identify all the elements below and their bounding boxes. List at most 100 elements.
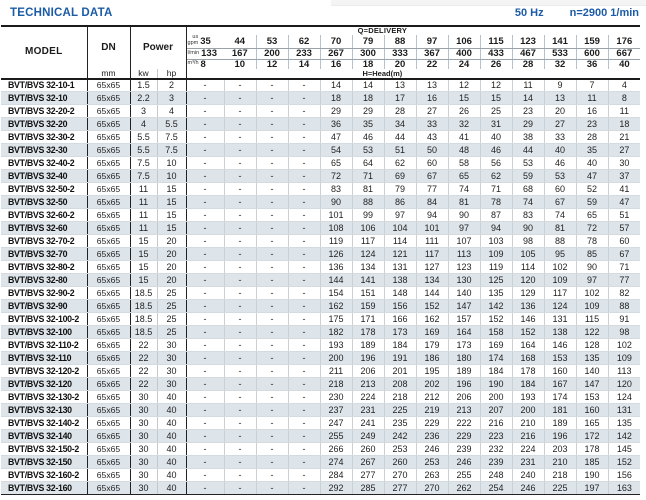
unit-label-line: m³/h bbox=[187, 60, 199, 67]
kw-cell: 11 bbox=[130, 208, 158, 222]
head-value-cell: 128 bbox=[575, 338, 609, 352]
head-value-cell: 103 bbox=[479, 234, 513, 248]
dn-cell: 65x65 bbox=[87, 234, 131, 248]
hp-cell: 20 bbox=[157, 247, 187, 261]
hp-cell: 3 bbox=[157, 91, 187, 105]
table-row: BVT/BVS 32-120 65x65 22 30- - - -218 213 208 202 1… bbox=[1, 377, 641, 391]
head-value-cell: 58 bbox=[447, 156, 481, 170]
head-value-cell: 16 bbox=[415, 91, 449, 105]
table-row: BVT/BVS 32-150 65x65 30 40- - - -274 267 260 253 2… bbox=[1, 455, 641, 469]
head-value-cell: 156 bbox=[607, 468, 641, 482]
table-row: BVT/BVS 32-40-2 65x65 7.5 10- - - -65 64 62 60 58 5… bbox=[1, 156, 641, 170]
head-value-cell: 127 bbox=[415, 260, 449, 274]
head-value-cell: - bbox=[223, 234, 257, 248]
gpm-cell: us gpm 35 bbox=[186, 35, 225, 49]
hp-cell: 25 bbox=[157, 325, 187, 339]
head-value-cell: - bbox=[223, 403, 257, 417]
head-value-cell: 292 bbox=[319, 481, 353, 495]
m3h-cell: 28 bbox=[512, 59, 545, 69]
head-value-cell: 202 bbox=[415, 377, 449, 391]
head-value-cell: - bbox=[223, 468, 257, 482]
hp-cell: 40 bbox=[157, 468, 187, 482]
head-value-cell: 12 bbox=[479, 78, 513, 92]
head-value-cell: 109 bbox=[543, 273, 577, 287]
kw-cell: 7.5 bbox=[130, 156, 158, 170]
head-value-cell: 218 bbox=[319, 377, 353, 391]
technical-data-table: MODEL DN Power Q=DELIVERY us gpm 35 44 53 62 7… bbox=[1, 25, 641, 495]
head-value-cell: 48 bbox=[447, 143, 481, 157]
head-value-cell: 97 bbox=[575, 273, 609, 287]
head-value-cell: 60 bbox=[543, 182, 577, 196]
dn-cell: 65x65 bbox=[87, 351, 131, 365]
head-value-cell: 162 bbox=[319, 299, 353, 313]
head-value-cell: 200 bbox=[319, 351, 353, 365]
head-value-cell: 17 bbox=[383, 91, 417, 105]
head-value-cell: 181 bbox=[543, 403, 577, 417]
head-value-cell: 13 bbox=[543, 91, 577, 105]
head-value-cell: 277 bbox=[351, 468, 385, 482]
head-value-cell: 71 bbox=[351, 169, 385, 183]
head-value-cell: 138 bbox=[543, 325, 577, 339]
table-row: BVT/BVS 32-130 65x65 30 40- - - -237 231 225 219 2… bbox=[1, 403, 641, 417]
head-value-cell: - bbox=[223, 377, 257, 391]
table-row: BVT/BVS 32-90 65x65 18.5 25- - - -162 159 156 152… bbox=[1, 299, 641, 313]
dn-cell: 65x65 bbox=[87, 442, 131, 456]
model-cell: BVT/BVS 32-70-2 bbox=[1, 234, 88, 248]
head-value-cell: 174 bbox=[543, 390, 577, 404]
head-value-cell: 159 bbox=[351, 299, 385, 313]
dn-cell: 65x65 bbox=[87, 247, 131, 261]
head-value-cell: 78 bbox=[575, 234, 609, 248]
hp-cell: 5.5 bbox=[157, 117, 187, 131]
head-value-cell: 163 bbox=[607, 481, 641, 495]
head-value-cell: 16 bbox=[575, 104, 609, 118]
dn-cell: 65x65 bbox=[87, 286, 131, 300]
model-cell: BVT/BVS 32-160-2 bbox=[1, 468, 88, 482]
head-value-cell: 231 bbox=[351, 403, 385, 417]
head-value-cell: - bbox=[186, 78, 225, 92]
head-value-cell: 169 bbox=[479, 338, 513, 352]
head-value-cell: 213 bbox=[447, 403, 481, 417]
lmin-value: 133 bbox=[201, 48, 217, 59]
lmin-cell: 267 bbox=[320, 48, 353, 60]
model-cell: BVT/BVS 32-90 bbox=[1, 299, 88, 313]
model-cell: BVT/BVS 32-60 bbox=[1, 221, 88, 235]
head-value-cell: - bbox=[186, 156, 225, 170]
head-value-cell: 225 bbox=[383, 403, 417, 417]
head-value-cell: 72 bbox=[319, 169, 353, 183]
head-value-cell: 173 bbox=[383, 325, 417, 339]
head-value-cell: - bbox=[223, 247, 257, 261]
head-value-cell: 154 bbox=[319, 286, 353, 300]
head-value-cell: - bbox=[186, 312, 225, 326]
m3h-cell: 24 bbox=[448, 59, 481, 69]
head-value-cell: 98 bbox=[511, 234, 545, 248]
head-value-cell: 15 bbox=[479, 91, 513, 105]
head-value-cell: 14 bbox=[351, 78, 385, 92]
head-value-cell: - bbox=[255, 273, 289, 287]
head-value-cell: - bbox=[255, 312, 289, 326]
head-value-cell: 263 bbox=[415, 468, 449, 482]
head-value-cell: 179 bbox=[415, 338, 449, 352]
spec-group: 50 Hz n=2900 1/min bbox=[515, 7, 639, 19]
head-value-cell: - bbox=[287, 143, 321, 157]
head-value-cell: 152 bbox=[479, 312, 513, 326]
model-cell: BVT/BVS 32-110-2 bbox=[1, 338, 88, 352]
head-value-cell: 124 bbox=[351, 247, 385, 261]
head-value-cell: 135 bbox=[479, 286, 513, 300]
head-value-cell: - bbox=[255, 156, 289, 170]
hp-unit-label: hp bbox=[157, 69, 187, 80]
dn-cell: 65x65 bbox=[87, 78, 131, 92]
head-value-cell: - bbox=[255, 169, 289, 183]
hp-cell: 40 bbox=[157, 455, 187, 469]
head-value-cell: 90 bbox=[575, 260, 609, 274]
head-value-cell: 109 bbox=[575, 299, 609, 313]
unit-label-line: l/min bbox=[187, 49, 200, 56]
head-value-cell: 74 bbox=[447, 182, 481, 196]
kw-cell: 22 bbox=[130, 338, 158, 352]
gpm-first-cell: us gpm 35 bbox=[187, 35, 225, 47]
head-value-cell: 46 bbox=[351, 130, 385, 144]
head-value-cell: 246 bbox=[511, 481, 545, 495]
head-value-cell: - bbox=[223, 182, 257, 196]
table-row: BVT/BVS 32-120-2 65x65 22 30- - - -211 206 201 19… bbox=[1, 364, 641, 378]
head-value-cell: 33 bbox=[543, 130, 577, 144]
head-value-cell: 171 bbox=[351, 312, 385, 326]
